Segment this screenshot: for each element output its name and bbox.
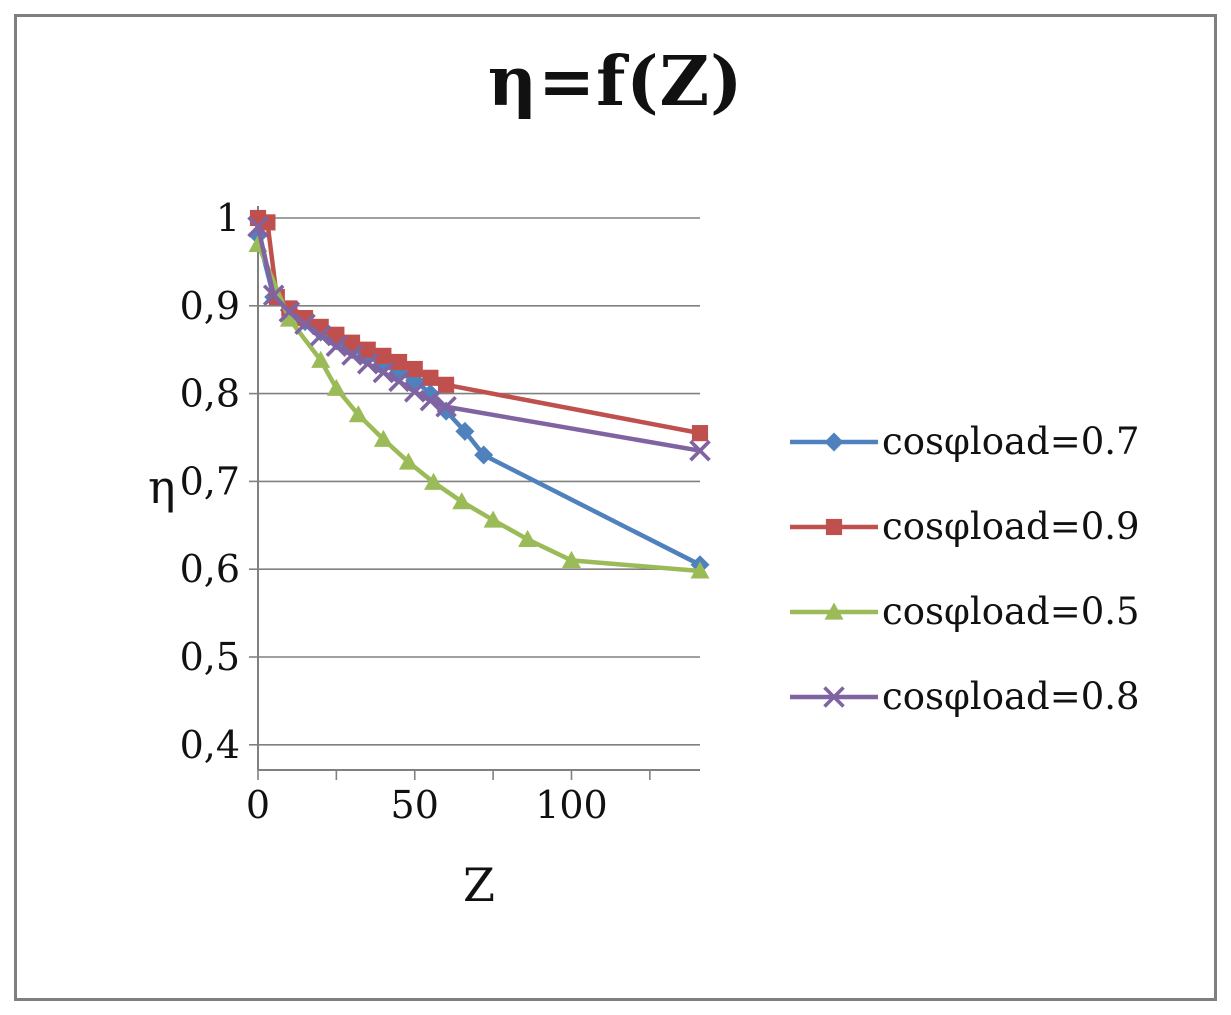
series-marker-x <box>388 370 410 393</box>
series-marker-x <box>403 381 426 403</box>
y-tick-label: 0,5 <box>180 635 240 679</box>
legend-label: cosφload=0.9 <box>882 505 1140 548</box>
legend-item: cosφload=0.5 <box>788 590 1140 633</box>
series-marker-square <box>390 353 408 371</box>
y-tick-label: 1 <box>216 196 240 240</box>
legend-swatch <box>790 602 878 620</box>
y-tick-label: 0,8 <box>180 372 240 416</box>
legend-item: cosφload=0.8 <box>788 675 1140 718</box>
series-cosφload=0.7 <box>248 226 710 575</box>
series-line <box>255 242 703 574</box>
series-marker-triangle <box>690 561 710 579</box>
legend-swatch <box>790 432 878 451</box>
series-marker-diamond <box>824 432 844 451</box>
series-cosφload=0.9 <box>249 209 709 442</box>
series-marker-x <box>372 361 395 384</box>
y-tick-label: 0,9 <box>180 284 240 328</box>
series-cosφload=0.5 <box>248 234 710 579</box>
series-marker-diamond <box>455 421 475 441</box>
series-marker-x <box>262 284 285 307</box>
series-marker-x <box>689 439 711 462</box>
figure-border <box>14 14 1217 1001</box>
series-marker-square <box>343 334 361 351</box>
series-marker-square <box>328 326 345 343</box>
series-marker-square <box>422 369 439 386</box>
y-tick-label: 0,7 <box>180 459 240 503</box>
series-marker-x <box>309 324 332 347</box>
series-marker-triangle <box>561 550 581 569</box>
series-marker-square <box>406 360 423 378</box>
chart-title: η=f(Z) <box>487 42 744 122</box>
series-marker-x <box>356 352 379 375</box>
series-marker-square <box>375 347 392 364</box>
series-marker-square <box>825 518 843 535</box>
x-tick-label: 0 <box>246 783 270 827</box>
series-marker-triangle <box>373 429 393 447</box>
legend-label: cosφload=0.8 <box>882 675 1140 718</box>
series-marker-x <box>823 685 845 708</box>
series-marker-square <box>691 425 709 442</box>
y-tick-label: 0,6 <box>180 547 240 591</box>
x-axis-title: Z <box>463 858 495 912</box>
legend-swatch <box>790 518 878 535</box>
y-axis-title: η <box>148 460 176 514</box>
legend-item: cosφload=0.7 <box>788 420 1140 463</box>
series-marker-x <box>278 301 301 323</box>
series-marker-triangle <box>424 472 444 490</box>
series-marker-x <box>435 395 457 418</box>
legend-label: cosφload=0.5 <box>882 590 1140 633</box>
series-marker-triangle <box>398 452 418 470</box>
series-marker-square <box>259 214 276 231</box>
series-marker-square <box>438 376 455 393</box>
legend-swatch <box>790 685 878 708</box>
series-marker-x <box>294 313 316 336</box>
legend: cosφload=0.7 cosφload=0.9 cosφload=0.5 cosφ… <box>788 420 1140 718</box>
series-marker-triangle <box>348 405 368 423</box>
series-marker-square <box>359 341 376 358</box>
series-cosφload=0.8 <box>247 216 711 462</box>
series-marker-x <box>341 344 363 366</box>
series-line <box>255 233 703 568</box>
series-marker-triangle <box>824 602 844 620</box>
series-marker-x <box>419 389 442 412</box>
series-marker-x <box>325 335 348 357</box>
series-marker-triangle <box>311 350 331 368</box>
series-marker-triangle <box>483 510 503 528</box>
x-tick-label: 50 <box>391 783 439 827</box>
series-marker-diamond <box>474 445 494 465</box>
series-marker-triangle <box>452 492 472 510</box>
series-marker-triangle <box>326 378 346 396</box>
series-marker-triangle <box>518 529 538 547</box>
y-tick-label: 0,4 <box>180 723 240 767</box>
x-tick-label: 100 <box>535 783 608 827</box>
series-marker-triangle <box>279 309 299 327</box>
legend-label: cosφload=0.7 <box>882 420 1140 463</box>
series-marker-x <box>247 216 269 238</box>
legend-item: cosφload=0.9 <box>788 505 1140 548</box>
